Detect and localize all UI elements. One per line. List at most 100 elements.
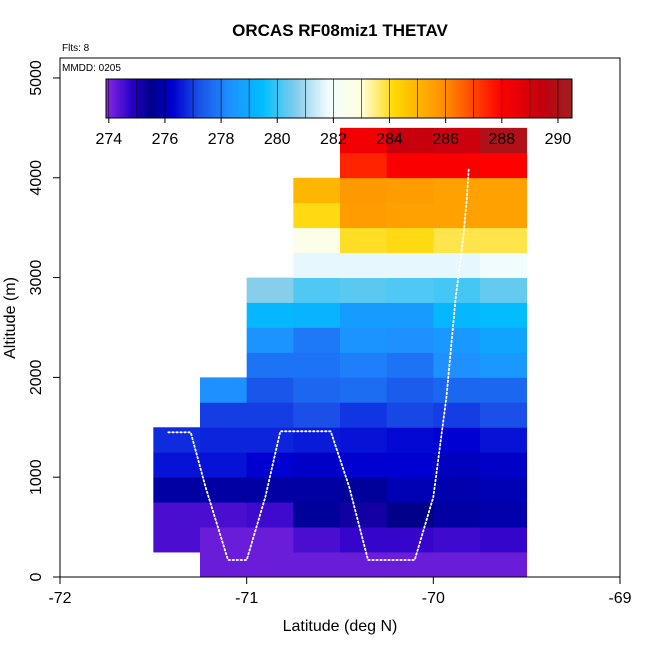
colorbar-swatch: [420, 79, 423, 118]
colorbar-swatch: [510, 79, 513, 118]
colorbar-swatch: [374, 79, 377, 118]
heatmap-cell: [433, 227, 481, 254]
colorbar-swatch: [278, 79, 281, 118]
colorbar-swatch: [426, 79, 429, 118]
heatmap-cell: [293, 327, 341, 353]
colorbar-swatch: [212, 79, 215, 118]
colorbar-swatch: [366, 79, 369, 118]
colorbar-swatch: [378, 79, 381, 118]
colorbar-swatch: [144, 79, 147, 118]
heatmap-cell: [246, 477, 294, 503]
heatmap-cell: [433, 302, 481, 328]
colorbar-swatch: [386, 79, 389, 118]
colorbar-swatch: [264, 79, 267, 118]
heatmap-cell: [293, 227, 341, 254]
heatmap-cell: [293, 352, 341, 378]
y-axis: 0 1000 2000 3000 4000 5000: [28, 60, 60, 581]
colorbar-swatch: [136, 79, 139, 118]
colorbar-swatch: [106, 79, 109, 118]
colorbar-swatch: [522, 79, 525, 118]
heatmap-cells: [153, 127, 528, 578]
colorbar-swatch: [370, 79, 373, 118]
colorbar-swatch: [546, 79, 549, 118]
heatmap-cell: [153, 502, 201, 528]
colorbar-swatch: [488, 79, 491, 118]
colorbar-swatch: [402, 79, 405, 118]
colorbar-swatch: [120, 79, 123, 118]
colorbar-swatch: [394, 79, 397, 118]
heatmap-cell: [480, 452, 528, 478]
heatmap-cell: [480, 477, 528, 503]
colorbar-swatch: [204, 79, 207, 118]
x-axis: -72 -71 -70 -69: [48, 577, 632, 607]
colorbar-tick-label: 288: [488, 131, 515, 148]
colorbar-swatch: [568, 79, 571, 118]
colorbar-swatch: [550, 79, 553, 118]
heatmap-cell: [200, 377, 248, 403]
heatmap-cell: [200, 502, 248, 528]
colorbar-swatch: [478, 79, 481, 118]
colorbar-swatch: [558, 79, 561, 118]
heatmap-cell: [340, 477, 388, 503]
heatmap-cell: [480, 552, 528, 578]
colorbar-swatch: [504, 79, 507, 118]
y-tick-label: 2000: [28, 359, 45, 395]
heatmap-cell: [480, 427, 528, 453]
colorbar-swatch: [464, 79, 467, 118]
colorbar-swatch: [226, 79, 229, 118]
colorbar-swatch: [552, 79, 555, 118]
heatmap-cell: [433, 152, 481, 179]
colorbar-swatch: [492, 79, 495, 118]
y-tick-label: 1000: [28, 459, 45, 495]
colorbar-swatch: [274, 79, 277, 118]
colorbar-swatch: [306, 79, 309, 118]
heatmap-cell: [293, 202, 341, 229]
colorbar-swatch: [462, 79, 465, 118]
colorbar-swatch: [446, 79, 449, 118]
colorbar-swatch: [454, 79, 457, 118]
colorbar-swatch: [434, 79, 437, 118]
colorbar-swatch: [562, 79, 565, 118]
colorbar-swatch: [396, 79, 399, 118]
colorbar-swatch: [372, 79, 375, 118]
colorbar-swatch: [154, 79, 157, 118]
heatmap-cell: [386, 452, 434, 478]
heatmap-cell: [293, 302, 341, 328]
y-tick-label: 5000: [28, 60, 45, 96]
heatmap-cell: [433, 202, 481, 229]
colorbar-swatch: [404, 79, 407, 118]
colorbar-swatch: [242, 79, 245, 118]
heatmap-cell: [386, 502, 434, 528]
colorbar-swatch: [110, 79, 113, 118]
colorbar-swatch: [564, 79, 567, 118]
heatmap-cell: [480, 202, 528, 229]
colorbar-swatch: [408, 79, 411, 118]
colorbar-swatch: [456, 79, 459, 118]
y-tick-label: 3000: [28, 260, 45, 296]
heatmap-cell: [340, 552, 388, 578]
date-annotation: MMDD: 0205: [62, 63, 121, 74]
colorbar-swatch: [130, 79, 133, 118]
colorbar-swatch: [140, 79, 143, 118]
colorbar-swatch: [466, 79, 469, 118]
y-tick-label: 0: [28, 572, 45, 581]
colorbar-swatch: [444, 79, 447, 118]
heatmap-cell: [340, 277, 388, 303]
colorbar-swatch: [336, 79, 339, 118]
colorbar-swatch: [126, 79, 129, 118]
x-tick-label: -71: [235, 590, 258, 607]
colorbar-swatch: [556, 79, 559, 118]
colorbar-swatch: [174, 79, 177, 118]
colorbar-swatch: [230, 79, 233, 118]
heatmap-cell: [386, 277, 434, 303]
colorbar-swatch: [188, 79, 191, 118]
colorbar-swatch: [460, 79, 463, 118]
colorbar-swatch: [148, 79, 151, 118]
heatmap-cell: [386, 377, 434, 403]
colorbar-swatch: [128, 79, 131, 118]
colorbar-swatch: [218, 79, 221, 118]
colorbar-swatch: [240, 79, 243, 118]
colorbar-swatch: [270, 79, 273, 118]
colorbar-swatch: [282, 79, 285, 118]
